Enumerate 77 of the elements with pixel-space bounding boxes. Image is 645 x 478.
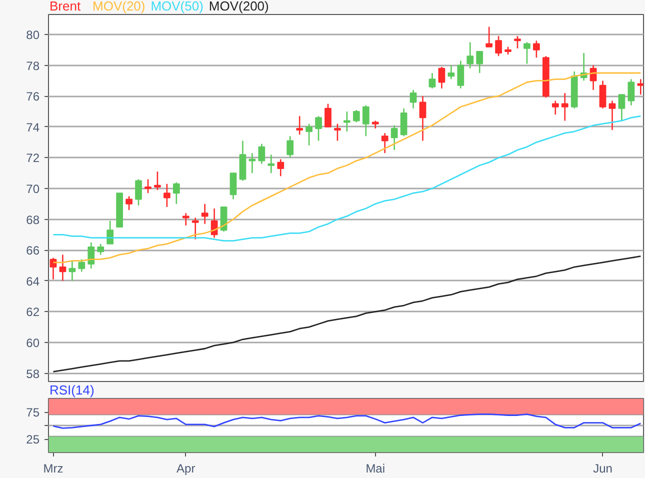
text: MOV(20) — [92, 0, 146, 14]
line-series — [52, 413, 642, 429]
candlestick — [533, 40, 540, 58]
candlestick — [59, 254, 66, 282]
candlestick — [495, 35, 502, 57]
candlestick — [352, 109, 360, 123]
y-tick-label: 66 — [26, 244, 40, 258]
candlestick — [476, 50, 484, 74]
y-tick-label: 76 — [26, 90, 40, 104]
candlestick — [182, 212, 190, 226]
line-series — [52, 256, 642, 372]
candlestick — [315, 115, 322, 142]
candlestick — [400, 108, 408, 137]
text: RSI(14) — [50, 382, 94, 398]
candlestick — [438, 66, 446, 90]
candlestick — [324, 103, 332, 128]
text: Brent — [50, 0, 81, 14]
candlestick — [428, 72, 436, 90]
y-tick-label: 72 — [26, 151, 40, 166]
x-tick-label: Apr — [176, 462, 196, 476]
candlestick — [135, 178, 142, 206]
candlestick — [419, 95, 426, 142]
candlestick — [552, 100, 559, 116]
candlestick — [390, 124, 398, 151]
y-tick-label: 70 — [26, 182, 40, 196]
candlestick — [362, 104, 370, 137]
candlestick — [154, 170, 161, 191]
y-tick-label: 62 — [26, 305, 40, 320]
y-tick-label: 64 — [26, 274, 40, 288]
candlestick — [466, 42, 474, 70]
candlestick — [286, 135, 294, 158]
x-tick-label: Mai — [366, 462, 386, 476]
candlestick — [448, 64, 455, 80]
candlestick — [514, 35, 521, 50]
candlestick — [268, 154, 275, 174]
candlestick — [628, 78, 635, 106]
y-tick-label: 60 — [26, 336, 40, 350]
candlestick — [524, 42, 530, 64]
candlestick — [163, 183, 170, 208]
candlestick — [599, 80, 606, 110]
candlestick — [97, 243, 104, 256]
x-tick-label: Mrz — [43, 462, 64, 476]
candlestick — [78, 258, 86, 272]
text: MOV(200) — [208, 0, 269, 14]
candlestick — [144, 178, 152, 194]
candlestick — [192, 217, 199, 240]
candlestick — [230, 172, 237, 200]
x-tick-label: Jun — [593, 462, 612, 476]
candlestick — [486, 26, 492, 48]
y-tick-label: 25 — [26, 432, 40, 446]
candlestick — [106, 220, 114, 245]
candlestick — [68, 260, 76, 282]
candlestick — [306, 123, 312, 146]
candlestick — [88, 242, 95, 270]
candlestick — [334, 123, 341, 142]
candlestick — [277, 158, 284, 177]
y-tick-label: 78 — [26, 58, 40, 73]
text: MOV(50) — [150, 0, 204, 14]
candlestick — [201, 203, 208, 225]
candlestick — [618, 94, 626, 122]
candlestick — [296, 115, 304, 136]
candlestick — [344, 110, 350, 132]
candlestick — [172, 182, 180, 205]
y-tick-label: 68 — [26, 212, 40, 227]
candlestick — [457, 60, 464, 90]
y-tick-label: 80 — [26, 28, 40, 42]
y-tick-label: 75 — [26, 406, 40, 420]
candlestick — [248, 152, 256, 174]
candlestick — [258, 143, 266, 165]
y-tick-label: 74 — [26, 120, 40, 134]
y-tick-label: 58 — [26, 366, 40, 381]
candlestick — [608, 100, 616, 131]
candlestick — [637, 78, 644, 96]
candlestick — [561, 92, 568, 122]
candlestick — [126, 196, 132, 211]
candlestick — [381, 132, 388, 154]
candlestick — [410, 89, 417, 110]
